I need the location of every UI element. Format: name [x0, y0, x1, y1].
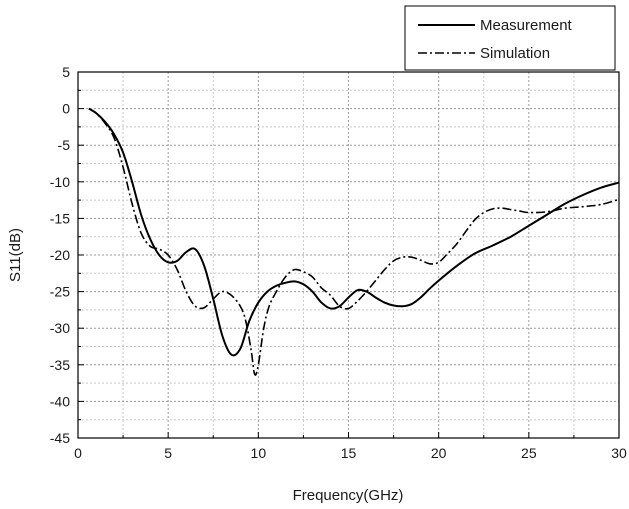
y-tick-label: 0 [62, 101, 70, 117]
y-tick-label: -25 [50, 284, 70, 300]
x-tick-label: 10 [251, 445, 267, 461]
legend: Measurement Simulation [404, 5, 616, 71]
y-tick-label: 5 [62, 64, 70, 80]
y-tick-label: -45 [50, 430, 70, 446]
x-axis-title: Frequency(GHz) [293, 487, 404, 504]
y-tick-label: -35 [50, 357, 70, 373]
x-tick-label: 15 [341, 445, 357, 461]
x-tick-label: 30 [611, 445, 627, 461]
y-tick-label: -5 [58, 137, 71, 153]
y-tick-label: -10 [50, 174, 70, 190]
y-tick-label: -15 [50, 210, 70, 226]
y-axis-tick-labels: 5 0 -5 -10 -15 -20 -25 -30 -35 -40 -45 [50, 64, 70, 446]
series-line-measurement [88, 107, 620, 357]
series-line-simulation [88, 107, 620, 376]
x-tick-label: 20 [431, 445, 447, 461]
grid [78, 72, 619, 438]
legend-label-measurement: Measurement [480, 17, 573, 34]
y-tick-label: -40 [50, 393, 70, 409]
legend-label-simulation: Simulation [480, 45, 550, 62]
x-axis-tick-labels: 0 5 10 15 20 25 30 [74, 445, 627, 461]
legend-box [404, 5, 616, 71]
x-tick-label: 25 [521, 445, 537, 461]
axis-ticks [77, 71, 620, 439]
x-tick-label: 5 [164, 445, 172, 461]
y-tick-label: -20 [50, 247, 70, 263]
x-tick-label: 0 [74, 445, 82, 461]
series-lines [88, 107, 620, 376]
y-tick-label: -30 [50, 320, 70, 336]
y-axis-title: S11(dB) [7, 228, 24, 282]
